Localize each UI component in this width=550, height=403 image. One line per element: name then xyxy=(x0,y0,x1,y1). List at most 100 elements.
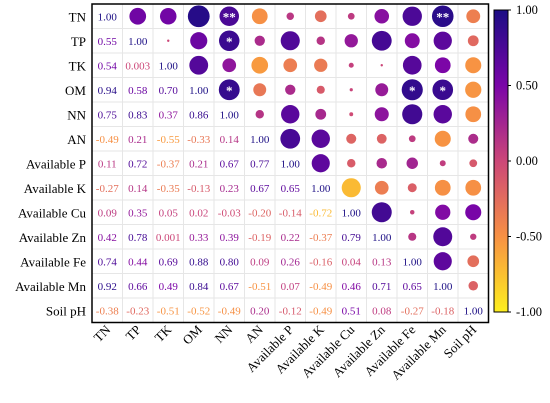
correlation-value: 0.80 xyxy=(220,256,240,268)
row-label: Available Mn xyxy=(15,279,86,294)
correlation-value: 0.39 xyxy=(220,232,240,244)
correlation-circle xyxy=(433,252,452,271)
correlation-circle xyxy=(281,105,300,124)
correlation-value: 0.08 xyxy=(372,305,392,317)
correlation-circle xyxy=(466,9,481,24)
correlation-circle xyxy=(439,160,446,167)
correlation-value: 0.72 xyxy=(128,158,147,170)
correlation-circle xyxy=(402,55,422,75)
correlation-value: -0.51 xyxy=(157,305,180,317)
correlation-value: 0.35 xyxy=(128,207,148,219)
correlation-value: -0.03 xyxy=(218,207,241,219)
correlation-value: 0.67 xyxy=(250,183,270,195)
correlation-circle xyxy=(344,34,358,48)
correlation-value: 0.83 xyxy=(128,109,148,121)
correlation-circle xyxy=(374,8,390,24)
correlation-circle xyxy=(433,105,452,124)
correlation-circle xyxy=(251,56,269,74)
correlation-value: 0.42 xyxy=(98,232,117,244)
correlation-value: -0.52 xyxy=(187,305,210,317)
row-label: Available Cu xyxy=(18,205,86,220)
correlation-value: 1.00 xyxy=(372,232,392,244)
correlation-circle xyxy=(470,233,477,240)
significance-mark: * xyxy=(440,83,447,98)
correlation-value: 0.77 xyxy=(250,158,270,170)
correlation-circle xyxy=(465,204,482,221)
correlation-value: 0.11 xyxy=(98,158,117,170)
correlation-value: 0.20 xyxy=(250,305,270,317)
correlation-circle xyxy=(315,108,327,120)
correlation-circle xyxy=(254,35,265,46)
colorbar-tick-label: -0.50 xyxy=(516,230,542,244)
column-label: TK xyxy=(152,322,175,345)
correlation-circle xyxy=(468,133,479,144)
column-label: TP xyxy=(123,322,144,343)
correlation-value: 0.69 xyxy=(159,256,179,268)
correlation-value: 0.92 xyxy=(98,281,117,293)
colorbar xyxy=(493,9,509,313)
row-label: TN xyxy=(69,9,87,24)
correlation-circle xyxy=(407,183,417,193)
significance-mark: ** xyxy=(223,9,236,24)
column-label: Soil pH xyxy=(440,322,479,361)
correlation-circle xyxy=(251,8,268,25)
correlation-value: -0.38 xyxy=(96,305,119,317)
correlation-circle xyxy=(465,81,482,98)
correlation-circle xyxy=(433,227,453,247)
correlation-value: -0.49 xyxy=(309,305,332,317)
row-label: Soil pH xyxy=(46,303,86,318)
correlation-value: 0.79 xyxy=(342,232,362,244)
correlation-value: 0.33 xyxy=(189,232,209,244)
correlation-value: 0.88 xyxy=(189,256,209,268)
correlation-circle xyxy=(375,83,389,97)
correlation-value: -0.19 xyxy=(248,232,271,244)
correlation-circle xyxy=(401,79,423,101)
correlation-circle xyxy=(283,58,298,73)
correlation-value: -0.12 xyxy=(279,305,302,317)
correlation-value: -0.49 xyxy=(218,305,241,317)
correlation-circle xyxy=(219,30,240,51)
correlation-value: -0.35 xyxy=(157,183,180,195)
column-label: NN xyxy=(211,322,235,346)
correlation-circle xyxy=(465,179,482,196)
correlation-circle xyxy=(380,64,383,67)
correlation-circle xyxy=(434,179,451,196)
correlation-value: 0.46 xyxy=(342,281,362,293)
correlation-value: -0.49 xyxy=(309,281,332,293)
row-label: AN xyxy=(67,132,86,147)
correlation-value: -0.55 xyxy=(157,134,180,146)
correlation-value: -0.23 xyxy=(126,305,149,317)
correlation-value: 0.94 xyxy=(98,85,118,97)
correlation-circle xyxy=(219,6,239,26)
correlation-circle xyxy=(402,104,423,125)
correlation-value: 0.84 xyxy=(189,281,209,293)
colorbar-ticks: 1.00 0.50 0.00 -0.50 -1.00 xyxy=(508,3,542,319)
correlation-circle xyxy=(346,133,357,144)
correlation-circle xyxy=(341,178,361,198)
correlation-value: 1.00 xyxy=(403,256,423,268)
row-label: Available Fe xyxy=(20,254,86,269)
correlation-value: 0.07 xyxy=(281,281,301,293)
correlation-circle xyxy=(348,62,354,68)
correlation-value: -0.37 xyxy=(157,158,180,170)
correlation-value: 0.37 xyxy=(159,109,179,121)
correlation-circle xyxy=(408,135,416,143)
correlation-circle xyxy=(371,202,392,223)
correlation-circle xyxy=(349,88,353,92)
correlation-value: 0.23 xyxy=(220,183,240,195)
column-label: AN xyxy=(242,322,266,346)
correlation-circle xyxy=(311,129,330,148)
correlation-value: 0.21 xyxy=(189,158,208,170)
correlation-value: 0.78 xyxy=(128,232,148,244)
correlation-value: -0.27 xyxy=(96,183,119,195)
significance-mark: * xyxy=(226,83,233,98)
correlation-circle xyxy=(467,35,479,47)
correlation-value: 0.55 xyxy=(98,36,118,48)
significance-mark: ** xyxy=(436,9,449,24)
correlation-value: 1.00 xyxy=(464,305,484,317)
correlation-value: -0.18 xyxy=(431,305,454,317)
correlation-value: -0.13 xyxy=(187,183,210,195)
correlation-value: 1.00 xyxy=(281,158,301,170)
correlation-value: 0.09 xyxy=(98,207,118,219)
